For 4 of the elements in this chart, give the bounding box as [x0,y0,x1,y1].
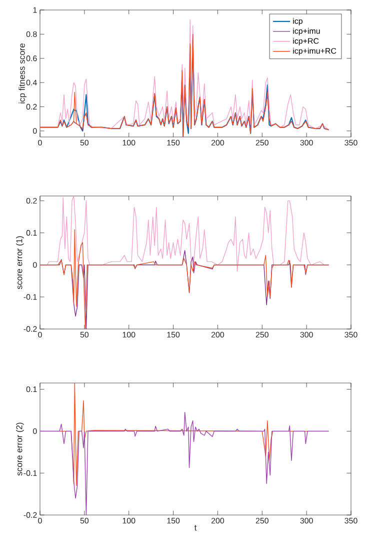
y-axis-title: score error (2) [16,422,24,476]
x-axis-title: t [194,525,197,531]
y-axis-title: score error (1) [16,236,24,290]
y-axis-title: icp fitness score [18,44,27,104]
